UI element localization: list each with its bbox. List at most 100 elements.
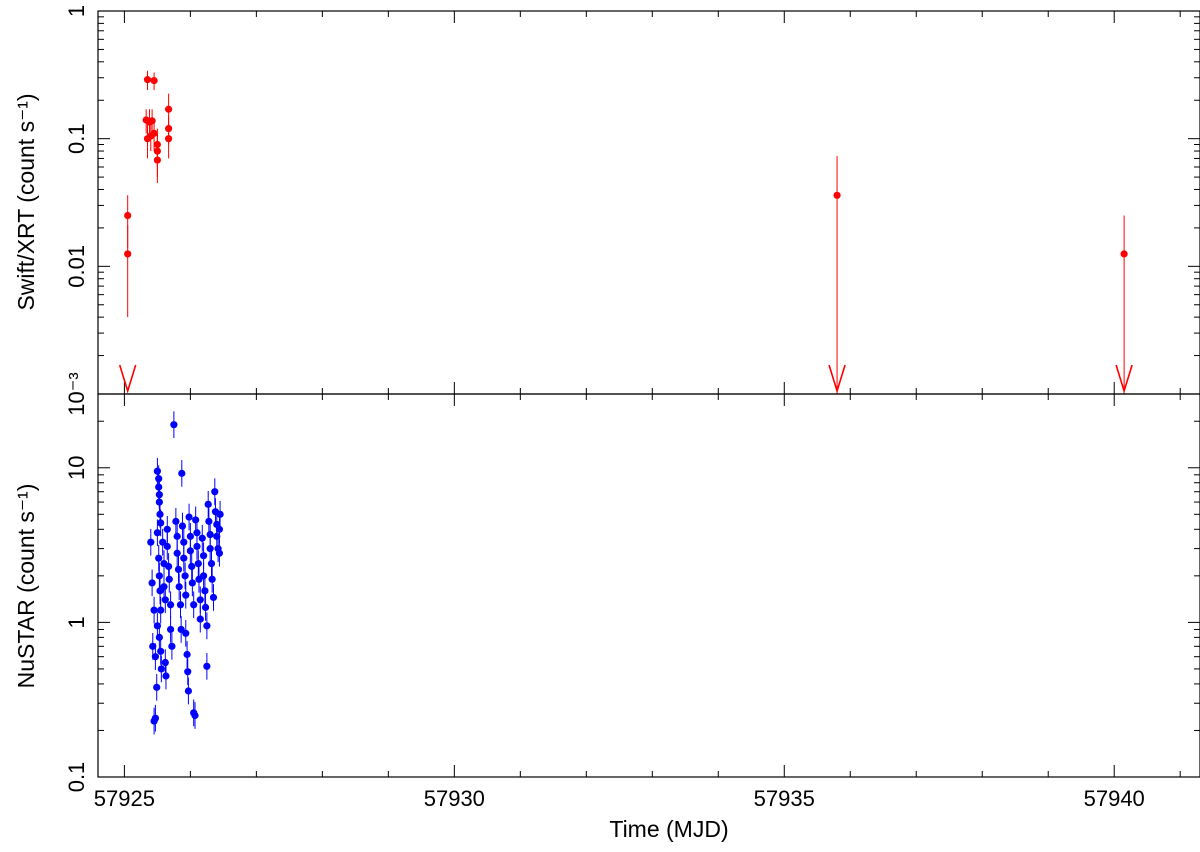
nustar-data-point: [180, 554, 188, 562]
nustar-data-point: [163, 542, 171, 551]
nustar-data-point: [211, 488, 219, 496]
nustar-data-point: [150, 606, 158, 614]
nustar-data-point: [153, 683, 161, 691]
x-tick-labels: 57925 57930 57935 57940: [94, 786, 1145, 811]
nustar-data-point: [173, 532, 181, 540]
x-tick-label: 57940: [1084, 786, 1145, 811]
bottom-y-tick-label: 1: [64, 616, 89, 628]
swift-upper-limit-arrow: [118, 364, 137, 394]
nustar-data-point: [153, 467, 161, 475]
nustar-data-point: [215, 525, 224, 533]
bottom-panel: 10 1 0.1 NuSTAR (count s⁻¹): [13, 393, 1200, 793]
nustar-data-point: [157, 647, 165, 655]
nustar-data-point: [193, 542, 201, 551]
nustar-data-point: [183, 650, 191, 659]
bottom-ticks: [98, 393, 1200, 778]
nustar-data-point: [208, 575, 216, 583]
nustar-data-point: [159, 538, 167, 546]
nustar-data-point: [161, 658, 169, 667]
nustar-data-point: [175, 583, 183, 591]
nustar-data-point: [166, 601, 175, 609]
bottom-y-axis-label: NuSTAR (count s⁻¹): [13, 484, 39, 689]
swift-data-point: [165, 135, 173, 143]
top-y-tick-label: 10⁻³: [64, 372, 89, 415]
nustar-data-point: [148, 579, 156, 587]
swift-data-point: [165, 105, 173, 113]
nustar-data-point: [153, 529, 161, 537]
bottom-y-tick-label: 10: [64, 456, 89, 480]
swift-data-point: [124, 211, 132, 220]
x-axis-label: Time (MJD): [609, 816, 728, 842]
nustar-data-point: [209, 593, 218, 602]
top-data-marks: [118, 70, 1133, 394]
nustar-data-point: [186, 532, 194, 540]
swift-data-point: [1120, 250, 1128, 258]
x-tick-label: 57925: [94, 786, 155, 811]
top-y-tick-label: 0.01: [64, 245, 89, 288]
top-y-axis-label: Swift/XRT (count s⁻¹): [13, 93, 39, 310]
nustar-data-point: [181, 572, 189, 580]
nustar-data-point: [178, 469, 186, 477]
nustar-data-point: [161, 596, 169, 604]
nustar-data-point: [174, 565, 183, 574]
swift-data-point: [148, 117, 156, 125]
nustar-data-point: [151, 653, 160, 661]
nustar-data-point: [206, 545, 214, 553]
nustar-data-point: [203, 662, 211, 670]
top-y-tick-label: 1: [64, 5, 89, 17]
x-tick-label: 57935: [754, 786, 815, 811]
swift-upper-limit-arrow: [1115, 364, 1133, 394]
nustar-data-point: [184, 668, 192, 676]
nustar-data-point: [191, 711, 199, 720]
nustar-data-point: [157, 665, 165, 673]
bottom-tick-labels: 10 1 0.1: [64, 456, 89, 793]
swift-upper-limit-arrow: [828, 364, 846, 394]
nustar-data-point: [203, 622, 211, 630]
nustar-data-point: [196, 615, 204, 623]
nustar-data-point: [198, 534, 206, 542]
nustar-data-point: [151, 714, 160, 722]
nustar-data-point: [199, 572, 208, 580]
nustar-data-point: [201, 603, 210, 612]
nustar-data-point: [199, 552, 208, 560]
top-tick-labels: 1 0.1 0.01 10⁻³: [64, 5, 89, 416]
nustar-data-point: [162, 672, 170, 680]
nustar-data-point: [182, 591, 190, 599]
nustar-data-point: [165, 562, 173, 571]
nustar-data-point: [157, 519, 165, 527]
top-y-tick-label: 0.1: [64, 123, 89, 154]
nustar-data-point: [166, 625, 175, 634]
swift-data-point: [150, 129, 158, 137]
bottom-panel-frame: [97, 393, 1200, 778]
nustar-data-point: [156, 510, 164, 518]
nustar-data-point: [186, 547, 194, 555]
nustar-data-point: [155, 498, 163, 506]
nustar-data-point: [155, 554, 163, 562]
nustar-data-point: [184, 687, 193, 695]
nustar-data-point: [157, 606, 165, 614]
nustar-data-point: [201, 587, 209, 595]
nustar-data-point: [165, 575, 173, 583]
nustar-data-point: [173, 549, 181, 557]
nustar-data-point: [204, 500, 212, 508]
nustar-data-point: [206, 530, 214, 539]
nustar-data-point: [216, 510, 224, 518]
nustar-data-point: [207, 559, 216, 568]
swift-data-point: [124, 250, 132, 258]
nustar-data-point: [149, 642, 157, 650]
nustar-data-point: [172, 517, 180, 525]
nustar-data-point: [176, 601, 185, 609]
nustar-data-point: [215, 549, 224, 557]
swift-data-point: [143, 76, 152, 84]
nustar-data-point: [153, 622, 161, 630]
x-tick-label: 57930: [424, 786, 485, 811]
nustar-data-point: [155, 572, 163, 580]
nustar-data-point: [155, 633, 163, 641]
nustar-data-point: [168, 642, 176, 650]
nustar-data-point: [178, 522, 187, 530]
nustar-data-point: [190, 601, 198, 609]
nustar-data-point: [194, 559, 202, 568]
swift-data-point: [150, 76, 158, 85]
nustar-data-point: [147, 538, 155, 546]
